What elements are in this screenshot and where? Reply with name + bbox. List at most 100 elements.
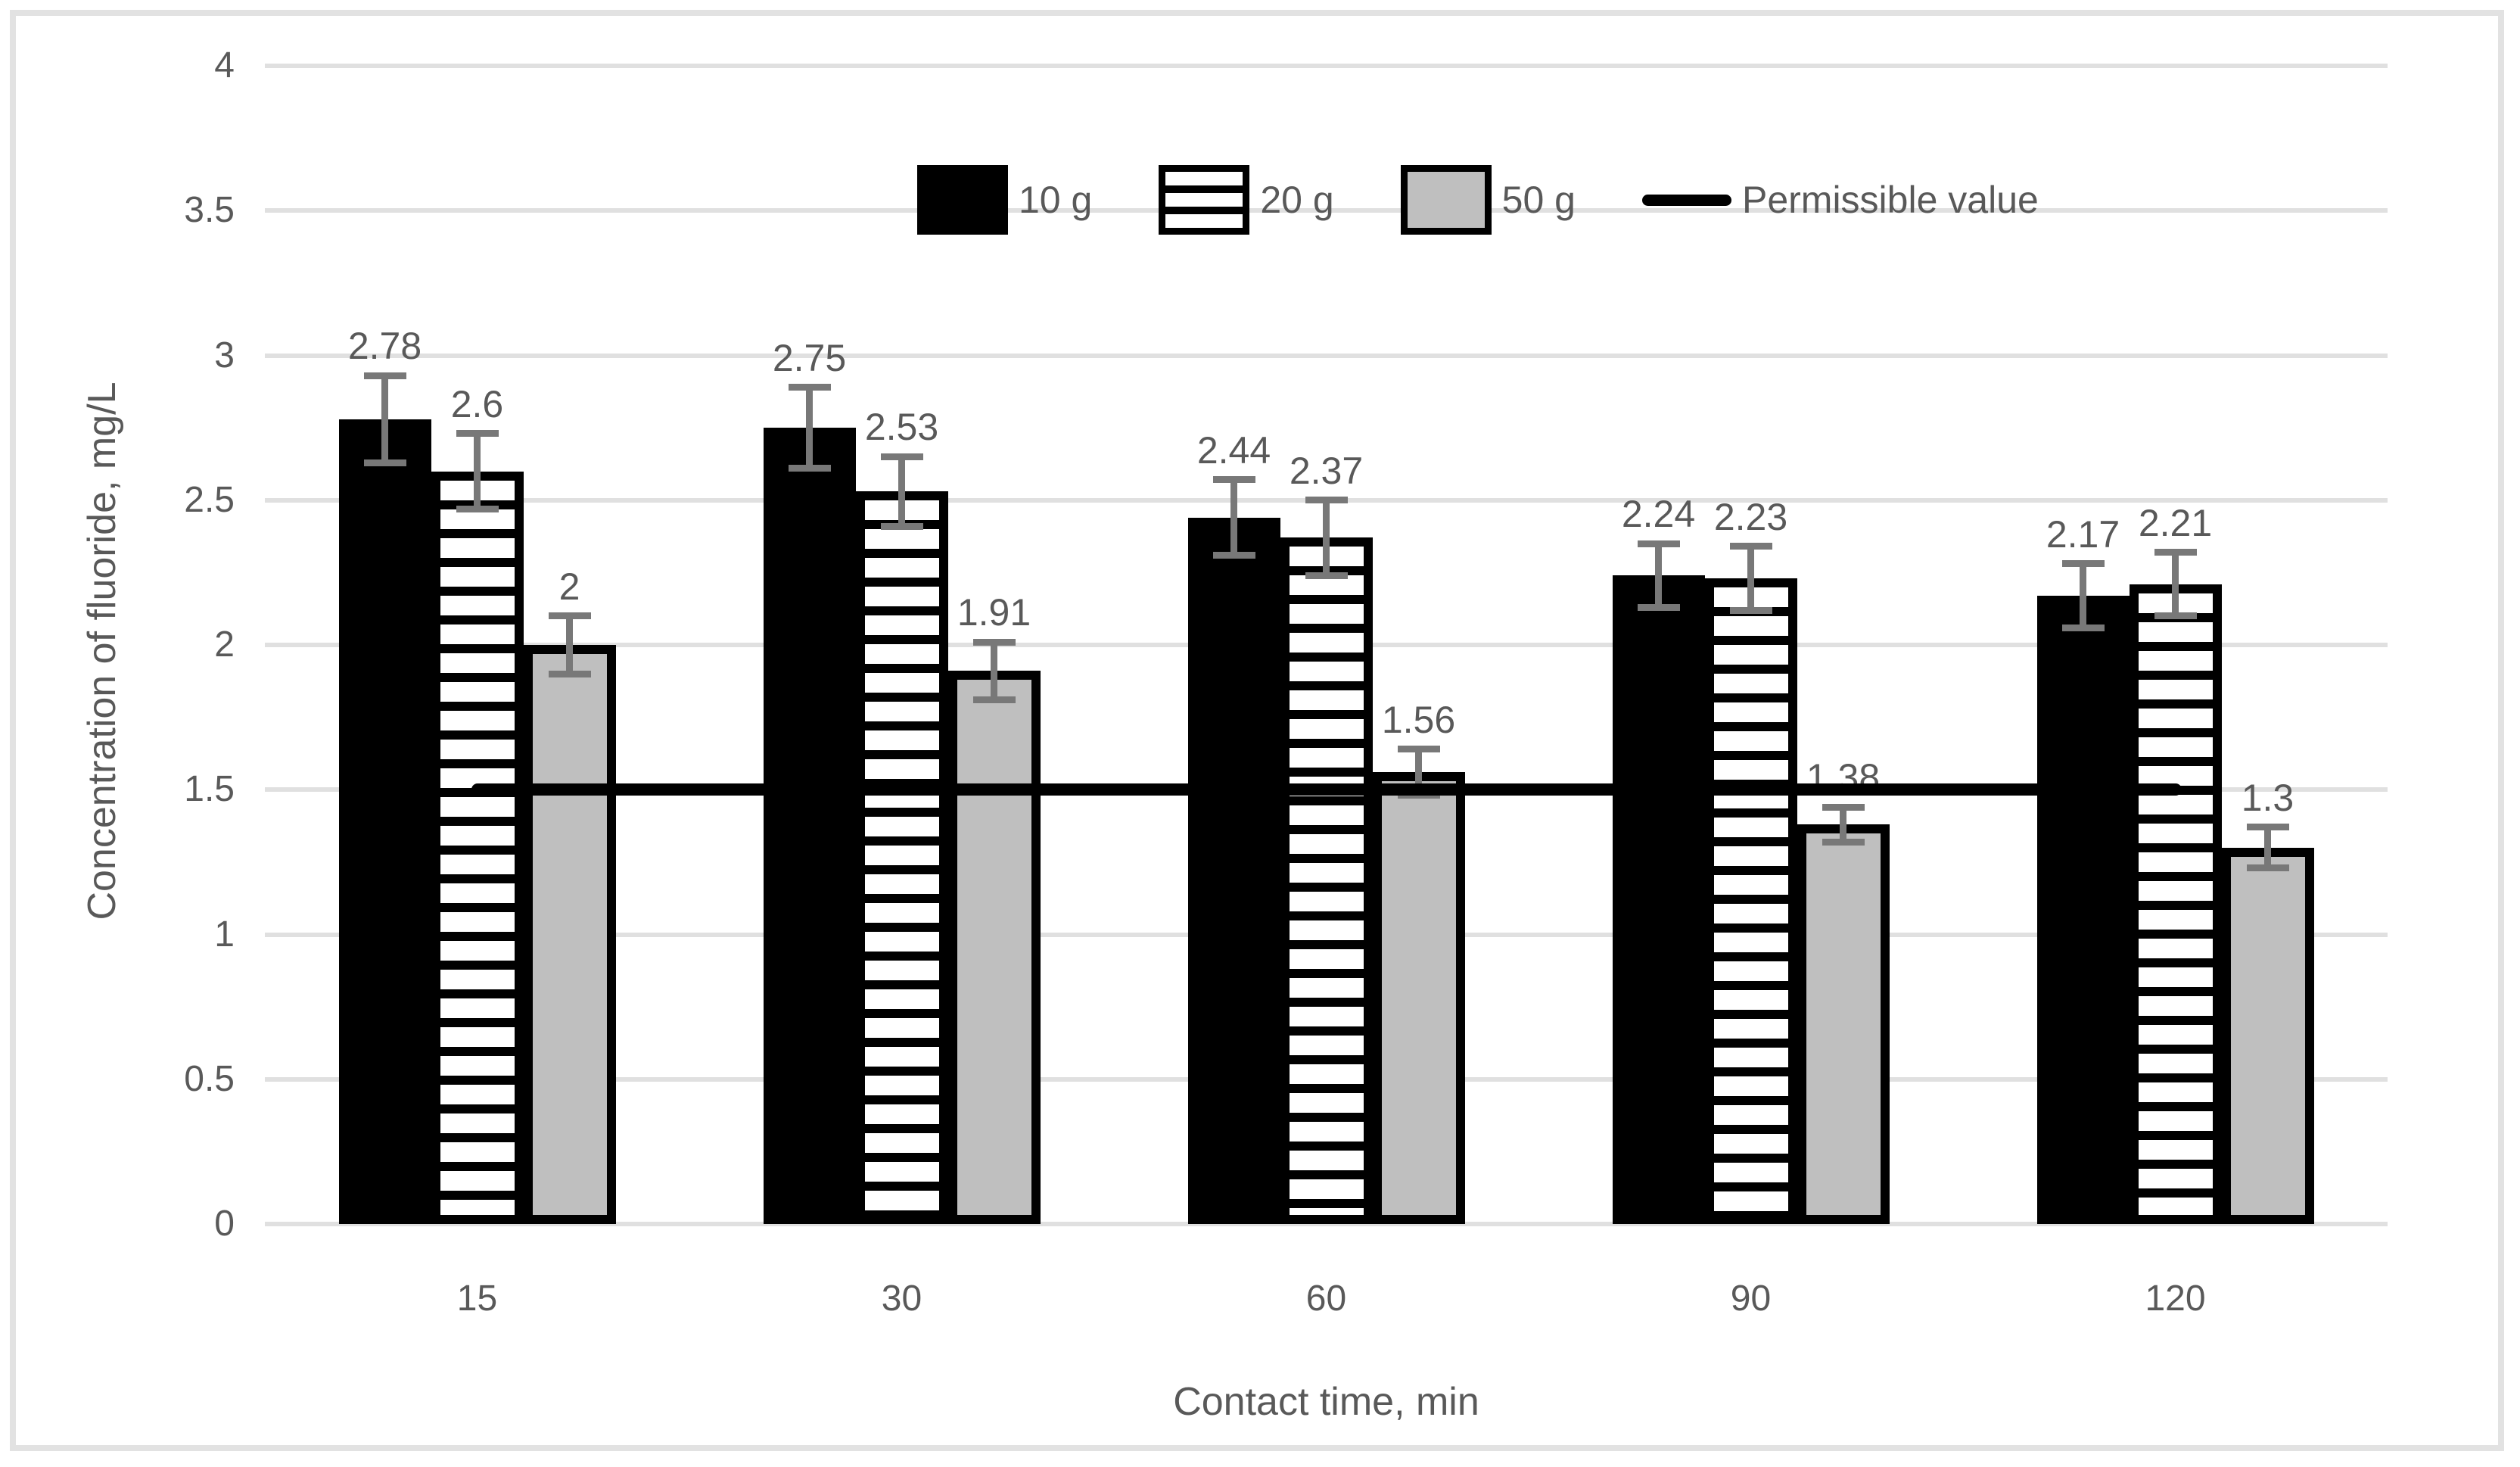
error-bar-cap	[880, 522, 923, 530]
error-bar-cap	[1822, 803, 1865, 811]
data-label: 2.17	[2046, 512, 2120, 556]
bar-10g-cat30	[763, 428, 856, 1224]
y-tick-label: 3.5	[184, 190, 235, 231]
data-label: 2.37	[1289, 449, 1364, 492]
error-bar-cap	[788, 384, 831, 391]
legend-label: Permissible value	[1741, 179, 2039, 221]
error-bar-cap	[880, 453, 923, 460]
y-tick-label: 2.5	[184, 479, 235, 520]
y-tick-label: 4	[214, 45, 235, 86]
data-label: 2.23	[1713, 495, 1788, 538]
error-bar	[1747, 546, 1754, 611]
bar-50g-cat120	[2221, 847, 2314, 1224]
figure-border	[10, 10, 2504, 1451]
data-label: 1.3	[2241, 776, 2294, 819]
data-label: 2	[558, 565, 580, 608]
bar-10g-cat90	[1612, 575, 1705, 1224]
error-bar-cap	[972, 696, 1016, 704]
legend-label: 10 g	[1019, 179, 1093, 221]
y-tick-label: 1	[214, 914, 235, 955]
legend-marker-gray-solid-icon	[1400, 165, 1492, 235]
legend-marker-horizontal-stripes-icon	[1159, 165, 1250, 235]
legend: 10 g 20 g 50 g Permissible value	[917, 162, 2105, 238]
legend-item-50g: 50 g	[1400, 165, 1576, 235]
error-bar-cap	[2061, 624, 2105, 631]
error-bar-cap	[456, 430, 499, 438]
error-bar	[381, 375, 388, 463]
error-bar	[2264, 827, 2271, 868]
error-bar-cap	[1637, 540, 1680, 547]
x-tick-label-15: 15	[456, 1279, 498, 1319]
error-bar-cap	[788, 465, 831, 472]
y-tick-label: 1.5	[184, 769, 235, 810]
error-bar-cap	[1212, 476, 1255, 484]
bar-10g-cat15	[338, 419, 431, 1224]
legend-label: 20 g	[1260, 179, 1334, 221]
x-tick-label-120: 120	[2145, 1279, 2206, 1319]
data-label: 2.44	[1196, 428, 1271, 472]
x-tick-label-90: 90	[1730, 1279, 1772, 1319]
error-bar-cap	[1305, 497, 1348, 504]
error-bar	[1323, 500, 1330, 576]
bar-20g-cat15	[431, 471, 524, 1224]
error-bar	[474, 433, 481, 509]
error-bar-cap	[456, 505, 499, 512]
y-tick-label: 0	[214, 1204, 235, 1244]
error-bar-cap	[1729, 543, 1772, 550]
bar-20g-cat60	[1280, 537, 1373, 1224]
y-tick-label: 0.5	[184, 1058, 235, 1099]
legend-marker-line-icon	[1641, 194, 1731, 206]
error-bar	[2080, 563, 2086, 628]
bar-10g-cat60	[1187, 517, 1280, 1224]
error-bar-cap	[1729, 606, 1772, 614]
legend-label: 50 g	[1501, 179, 1576, 221]
legend-item-10g: 10 g	[917, 165, 1092, 235]
error-bar-cap	[1305, 572, 1348, 579]
legend-item-permissible-value: Permissible value	[1641, 178, 2039, 222]
gridline-y-3.5	[265, 208, 2388, 213]
error-bar-cap	[972, 638, 1016, 646]
error-bar	[1415, 749, 1422, 796]
error-bar	[1840, 807, 1846, 843]
error-bar	[1655, 544, 1662, 608]
bar-50g-cat30	[947, 671, 1041, 1224]
error-bar	[898, 456, 905, 527]
error-bar-cap	[2154, 612, 2197, 620]
y-axis-title: Concentration of fluoride, mg/L	[80, 382, 124, 920]
error-bar	[2172, 552, 2179, 616]
bar-50g-cat60	[1372, 772, 1465, 1224]
bar-50g-cat15	[523, 645, 616, 1224]
data-label: 2.24	[1621, 493, 1696, 536]
error-bar-cap	[2246, 824, 2289, 831]
data-label: 2.53	[864, 406, 939, 449]
data-label: 2.6	[450, 382, 504, 425]
data-label: 2.75	[772, 336, 847, 379]
error-bar-cap	[2154, 549, 2197, 556]
bar-20g-cat30	[855, 491, 948, 1224]
x-tick-label-60: 60	[1305, 1279, 1347, 1319]
error-bar	[806, 387, 813, 469]
permissible-value-line	[471, 783, 2182, 796]
error-bar	[991, 642, 997, 700]
error-bar-cap	[1397, 746, 1440, 753]
error-bar	[1230, 479, 1237, 556]
error-bar-cap	[1637, 603, 1680, 611]
error-bar-cap	[2246, 864, 2289, 872]
y-tick-label: 3	[214, 335, 235, 375]
legend-marker-black-solid-icon	[917, 165, 1008, 235]
error-bar-cap	[1822, 838, 1865, 846]
data-label: 1.91	[957, 591, 1031, 634]
data-label: 1.56	[1381, 698, 1456, 741]
y-tick-label: 2	[214, 624, 235, 665]
error-bar-cap	[548, 612, 591, 620]
gridline-y-0	[265, 1222, 2388, 1226]
x-tick-label-30: 30	[881, 1279, 922, 1319]
data-label: 2.78	[347, 325, 422, 368]
error-bar-cap	[548, 670, 591, 677]
legend-item-20g: 20 g	[1159, 165, 1334, 235]
gridline-y-3	[265, 353, 2388, 358]
data-label: 2.21	[2138, 501, 2213, 544]
error-bar-cap	[1212, 551, 1255, 559]
error-bar	[566, 615, 573, 674]
